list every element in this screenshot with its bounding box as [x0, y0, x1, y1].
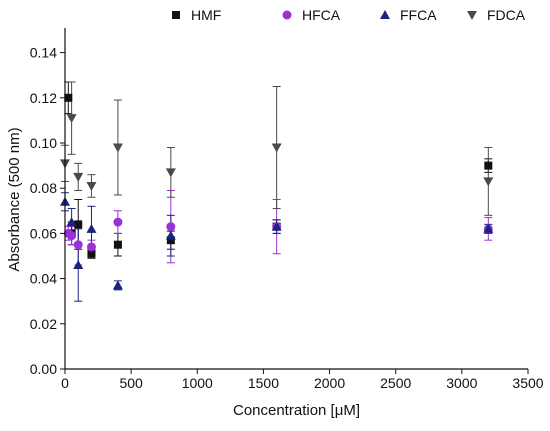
hfca-point	[67, 231, 77, 241]
legend: HMF HFCA FFCA FDCA	[172, 7, 526, 23]
hmf-point	[484, 161, 493, 170]
y-tick-label: 0.12	[30, 90, 57, 106]
hmf-point	[166, 236, 175, 245]
ffca-legend-marker	[380, 10, 390, 19]
ffca-point	[86, 223, 97, 233]
ffca-point	[73, 260, 84, 270]
y-tick-label: 0.14	[30, 45, 57, 61]
hmf-point	[113, 240, 122, 249]
hfca-point	[166, 222, 176, 232]
hfca-point	[73, 240, 83, 250]
y-tick-label: 0.08	[30, 180, 57, 196]
fdca-point	[73, 172, 84, 182]
ffca-point	[483, 223, 494, 233]
ffca-point	[165, 230, 176, 240]
hmf-point	[87, 249, 96, 258]
hfca-point	[113, 217, 123, 227]
fdca-point	[112, 143, 123, 153]
fdca-point	[165, 168, 176, 178]
x-tick-label: 0	[61, 375, 69, 391]
y-tick-label: 0.06	[30, 225, 57, 241]
x-tick-label: 3500	[512, 375, 543, 391]
y-tick-label: 0.00	[30, 361, 57, 377]
fdca-legend-label: FDCA	[487, 7, 526, 23]
y-tick-label: 0.04	[30, 271, 57, 287]
ffca-legend-label: FFCA	[400, 7, 437, 23]
x-axis-title: Concentration [μM]	[233, 402, 360, 419]
fdca-point	[66, 114, 77, 124]
x-tick-label: 2500	[380, 375, 411, 391]
hmf-legend-label: HMF	[191, 7, 221, 23]
data-markers	[60, 93, 494, 290]
hfca-legend-label: HFCA	[302, 7, 341, 23]
fdca-point	[271, 143, 282, 153]
x-tick-label: 2000	[314, 375, 345, 391]
y-tick-label: 0.02	[30, 316, 57, 332]
hmf-legend-marker	[172, 11, 180, 19]
error-bars	[61, 81, 493, 302]
y-axis-title: Absorbance (500 nm)	[6, 127, 23, 271]
hmf-point	[64, 93, 73, 102]
x-tick-label: 500	[119, 375, 143, 391]
fdca-point	[86, 181, 97, 191]
axes: 0 500 1000 1500 2000 2500 3000 3500 0.00 0.02 0.04…	[30, 28, 544, 391]
fdca-point	[483, 177, 494, 187]
hmf-point	[74, 220, 83, 229]
ffca-point	[66, 217, 77, 227]
ffca-point	[271, 221, 282, 231]
y-tick-label: 0.10	[30, 135, 57, 151]
x-tick-label: 1000	[182, 375, 213, 391]
hfca-legend-marker	[282, 10, 292, 20]
ffca-point	[112, 280, 123, 290]
fdca-legend-marker	[467, 11, 477, 20]
x-tick-label: 1500	[248, 375, 279, 391]
hfca-point	[86, 242, 96, 252]
x-tick-label: 3000	[446, 375, 477, 391]
